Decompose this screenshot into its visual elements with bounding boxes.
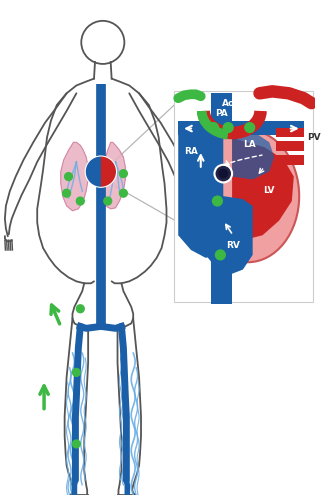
Text: PA: PA [215,109,228,118]
Text: Ao: Ao [222,99,235,108]
Circle shape [76,197,84,205]
Polygon shape [232,132,274,180]
Polygon shape [232,138,294,240]
Bar [211,94,232,304]
Wedge shape [85,156,101,188]
Circle shape [104,197,112,205]
Bar [276,128,304,138]
Text: PV: PV [308,133,321,142]
Circle shape [81,21,124,64]
Text: RA: RA [184,147,198,156]
Circle shape [214,165,232,182]
Polygon shape [101,142,125,209]
Circle shape [119,190,127,197]
Circle shape [215,250,225,260]
Circle shape [218,168,228,178]
Polygon shape [178,132,223,258]
Bar [174,92,313,302]
Text: LA: LA [243,140,256,149]
Circle shape [72,440,80,448]
Circle shape [63,190,71,197]
Circle shape [245,122,255,132]
Ellipse shape [196,130,299,262]
Polygon shape [61,142,88,211]
Wedge shape [101,156,117,188]
Circle shape [119,170,127,177]
Polygon shape [206,196,253,274]
Circle shape [65,172,72,180]
Circle shape [72,368,80,376]
Circle shape [223,122,233,132]
Text: LV: LV [264,186,275,195]
Text: RV: RV [226,241,240,250]
Circle shape [213,196,222,206]
Bar [178,120,304,136]
Bar [276,142,304,151]
Circle shape [76,305,84,312]
Bar [276,155,304,165]
Circle shape [209,122,218,132]
